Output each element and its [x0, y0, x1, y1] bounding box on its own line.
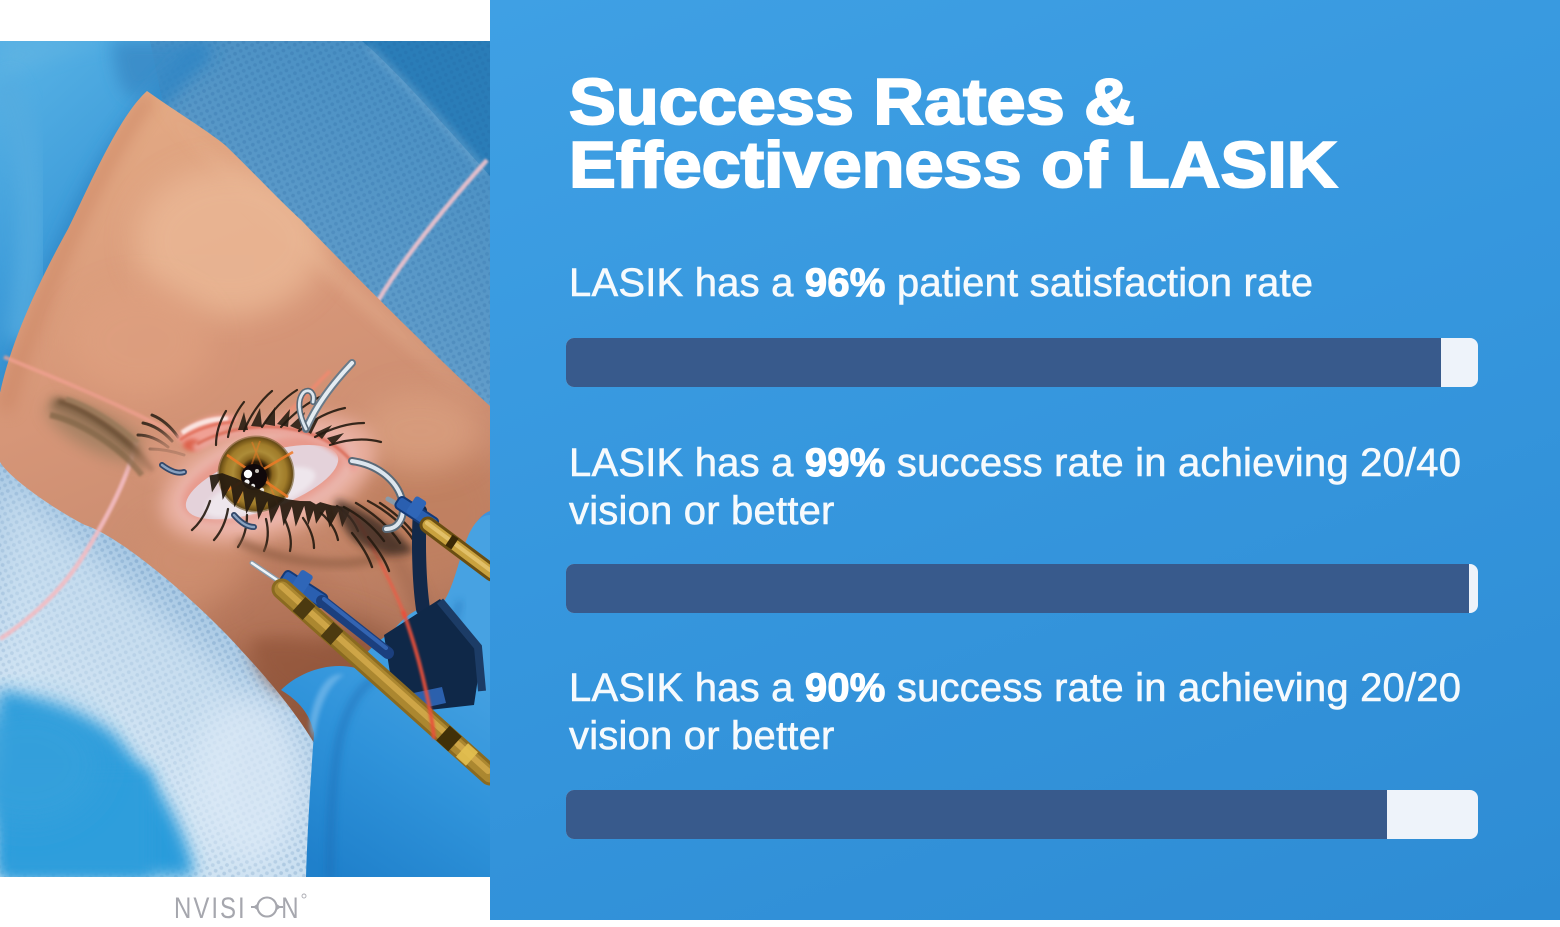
svg-text:N: N [281, 890, 298, 922]
svg-text:NVISI: NVISI [174, 890, 247, 922]
